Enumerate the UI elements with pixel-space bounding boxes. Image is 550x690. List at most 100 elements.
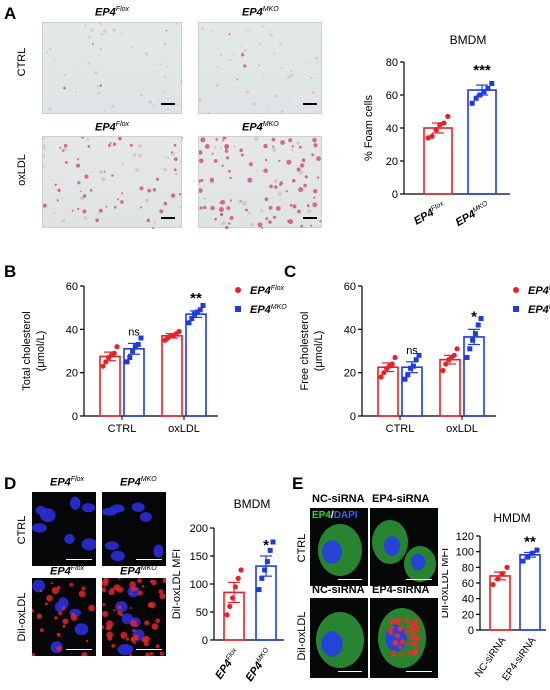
category-label: oxLDL xyxy=(446,423,478,435)
scale-bar xyxy=(338,671,362,672)
data-point xyxy=(256,587,262,593)
significance-label: ns xyxy=(128,326,140,338)
data-point xyxy=(235,575,241,581)
category-label: EP4Flox xyxy=(412,200,448,228)
y-axis-label: DiI-oxLDL MFI xyxy=(442,548,451,619)
bar xyxy=(161,335,183,417)
chart-title: BMDM xyxy=(234,497,271,511)
data-point xyxy=(433,127,439,133)
data-point xyxy=(489,80,495,86)
data-point xyxy=(176,328,182,335)
data-point xyxy=(425,135,431,141)
panel-a-col1-label-lower: EP4Flox xyxy=(95,121,130,134)
panel-e-confocal-ctrl-ep4si xyxy=(370,508,438,586)
data-point xyxy=(410,363,416,369)
data-point xyxy=(445,113,451,120)
data-point xyxy=(478,316,484,321)
panel-e-row1-label: CTRL xyxy=(296,533,308,563)
data-point xyxy=(437,122,443,128)
y-axis-label: DiI-oxLDL MFI xyxy=(172,549,183,620)
foam-cell-dots xyxy=(41,135,184,230)
panel-a-col2-label: EP4MKO xyxy=(242,6,279,19)
scale-bar xyxy=(161,103,175,105)
y-tick-label: 0 xyxy=(202,635,208,647)
data-point xyxy=(135,342,141,347)
data-point xyxy=(192,311,198,317)
significance-label: ns xyxy=(406,345,418,357)
data-point xyxy=(475,322,481,328)
stain-label: EP4/DAPI xyxy=(312,510,358,521)
panel-d-confocal-dil-flox xyxy=(32,578,96,656)
y-tick-label: 0 xyxy=(468,625,474,637)
panel-d-confocal-ctrl-mko xyxy=(102,492,166,566)
y-tick-label: 40 xyxy=(344,324,356,336)
legend-label: EP4MKO xyxy=(528,304,550,316)
data-point xyxy=(454,346,460,352)
y-axis-label: % Foam cells xyxy=(363,94,375,161)
y-tick-label: 60 xyxy=(344,281,356,293)
data-point xyxy=(405,372,411,378)
ep4-dapi-image xyxy=(372,520,436,582)
data-point xyxy=(485,85,491,91)
panel-b-letter: B xyxy=(4,262,17,281)
category-label: CTRL xyxy=(386,423,415,435)
panel-a-row2-label: oxLDL xyxy=(16,154,28,186)
data-point xyxy=(469,100,475,106)
scale-bar xyxy=(136,559,162,560)
chart-d: BMDM DiI-oxLDL MFI 0 50 100 150 200 * EP4FloxEP4… xyxy=(172,497,284,684)
data-point xyxy=(529,550,535,556)
scale-bar xyxy=(136,649,162,650)
panel-a-micrograph-ctrl-flox xyxy=(42,22,184,114)
legend-label: EP4MKO xyxy=(250,304,287,316)
panel-c-letter: C xyxy=(284,262,297,281)
y-tick-label: 60 xyxy=(386,90,398,102)
y-tick-label: 40 xyxy=(66,324,78,336)
dil-uptake-image xyxy=(102,578,166,656)
panel-d-col1-label-lower: EP4Flox xyxy=(50,565,85,578)
data-point xyxy=(103,359,109,365)
category-label: EP4MKO xyxy=(244,646,275,683)
data-point xyxy=(481,89,487,95)
category-label: CTRL xyxy=(108,423,137,435)
data-point xyxy=(124,359,130,365)
panel-a-micrograph-oxldl-mko xyxy=(197,135,322,230)
data-point xyxy=(416,352,422,358)
panel-a-col1-label: EP4Flox xyxy=(95,6,130,19)
data-point xyxy=(197,307,203,313)
y-tick-label: 20 xyxy=(386,156,398,168)
panel-e-row2-label: DiI-oxLDL xyxy=(296,611,308,661)
y-tick-label: 80 xyxy=(386,57,398,69)
data-point xyxy=(495,576,501,582)
scale-bar xyxy=(406,671,432,672)
y-tick-label: 50 xyxy=(196,607,208,619)
legend-marker xyxy=(513,306,519,312)
data-point xyxy=(392,354,398,361)
nuclei-image xyxy=(32,496,96,551)
panel-d-col2-label-lower: EP4MKO xyxy=(120,565,157,578)
scale-bar xyxy=(303,103,317,105)
data-point xyxy=(227,603,233,609)
chart-title: BMDM xyxy=(450,33,487,47)
data-point xyxy=(413,357,419,363)
y-tick-label: 0 xyxy=(350,411,356,423)
y-tick-label: 20 xyxy=(66,368,78,380)
data-point xyxy=(138,335,144,341)
legend-label: EP4Flox xyxy=(250,285,285,297)
data-point xyxy=(389,361,395,367)
panel-d-confocal-ctrl-flox xyxy=(32,492,96,566)
data-point xyxy=(132,344,138,350)
data-point xyxy=(270,539,276,545)
data-point xyxy=(504,564,510,570)
panel-a-micrograph-ctrl-mko xyxy=(197,22,322,114)
legend-marker xyxy=(513,287,519,293)
data-point xyxy=(189,316,195,321)
category-label: oxLDL xyxy=(168,423,200,435)
dil-uptake-image xyxy=(32,579,95,656)
y-tick-label: 100 xyxy=(190,579,208,591)
bar xyxy=(519,553,541,631)
data-point xyxy=(490,581,496,588)
panel-d-letter: D xyxy=(4,474,17,493)
scale-bar xyxy=(161,217,175,219)
scale-bar xyxy=(66,649,92,650)
ep4-dapi-image xyxy=(316,612,364,668)
